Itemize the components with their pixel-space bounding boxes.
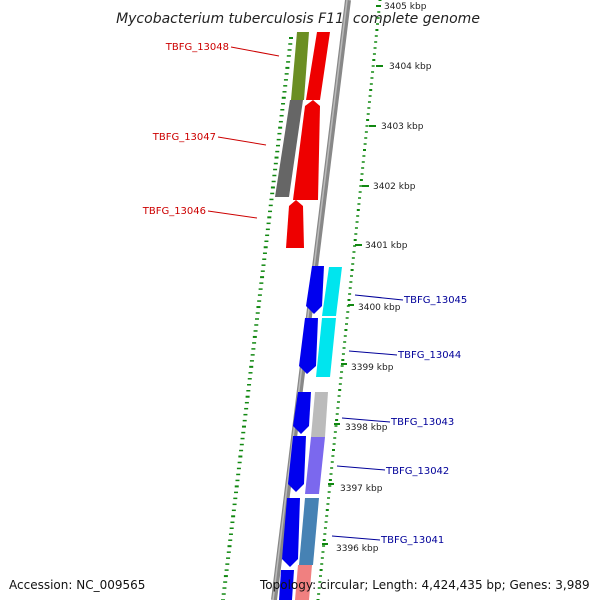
leader-line-TBFG_13048 bbox=[230, 46, 280, 57]
feature-cyan-2 bbox=[316, 318, 336, 377]
feature-olive bbox=[291, 32, 309, 100]
scale-label-3402: 3402 kbp bbox=[373, 182, 416, 192]
scale-label-3400: 3400 kbp bbox=[358, 303, 401, 313]
gene-arrow-TBFG_13041 bbox=[282, 498, 300, 567]
gene-label-TBFG_13045[interactable]: TBFG_13045 bbox=[403, 295, 467, 306]
feature-lightgray bbox=[311, 392, 328, 437]
scale-label-3399: 3399 kbp bbox=[351, 363, 394, 373]
left-tick-ruler bbox=[221, 37, 293, 600]
gene-label-TBFG_13046[interactable]: TBFG_13046 bbox=[142, 206, 206, 217]
scale-labels: 3405 kbp 3404 kbp 3403 kbp 3402 kbp 3401… bbox=[322, 2, 432, 554]
gene-label-TBFG_13048[interactable]: TBFG_13048 bbox=[165, 42, 229, 53]
gene-arrow-bottom bbox=[279, 570, 294, 600]
leader-line-TBFG_13044 bbox=[348, 350, 398, 356]
gene-label-TBFG_13041[interactable]: TBFG_13041 bbox=[380, 535, 444, 546]
right-tick-ruler bbox=[316, 0, 382, 600]
gene-label-TBFG_13047[interactable]: TBFG_13047 bbox=[152, 132, 216, 143]
scale-label-3403: 3403 kbp bbox=[381, 122, 424, 132]
red-gene-arrows bbox=[286, 32, 330, 248]
feature-track-outer bbox=[275, 32, 309, 197]
feature-steelblue bbox=[299, 498, 319, 565]
feature-pink bbox=[295, 565, 312, 600]
leader-line-TBFG_13041 bbox=[331, 535, 381, 541]
scale-label-3404: 3404 kbp bbox=[389, 62, 432, 72]
scale-label-3397: 3397 kbp bbox=[340, 484, 383, 494]
gene-arrow-TBFG_13044 bbox=[299, 318, 318, 374]
scale-label-3398: 3398 kbp bbox=[345, 423, 388, 433]
map-title: Mycobacterium tuberculosis F11, complete… bbox=[116, 11, 480, 27]
scale-label-3401: 3401 kbp bbox=[365, 241, 408, 251]
blue-gene-arrows bbox=[279, 266, 324, 600]
gene-label-TBFG_13043[interactable]: TBFG_13043 bbox=[390, 417, 454, 428]
topology-summary: Topology: circular; Length: 4,424,435 bp… bbox=[260, 578, 590, 592]
gene-arrow-TBFG_13048 bbox=[306, 32, 330, 100]
scale-label-3396: 3396 kbp bbox=[336, 544, 379, 554]
feature-cyan-1 bbox=[322, 267, 342, 316]
leader-line-TBFG_13045 bbox=[354, 294, 404, 301]
feature-track-inner bbox=[295, 267, 342, 600]
gene-label-TBFG_13042[interactable]: TBFG_13042 bbox=[385, 466, 449, 477]
leader-line-TBFG_13043 bbox=[341, 417, 391, 423]
leader-line-TBFG_13046 bbox=[207, 210, 258, 219]
gene-label-TBFG_13044[interactable]: TBFG_13044 bbox=[397, 350, 461, 361]
leader-line-TBFG_13042 bbox=[336, 465, 386, 471]
leader-line-TBFG_13047 bbox=[217, 136, 267, 146]
gene-arrow-TBFG_13042 bbox=[288, 436, 306, 492]
gene-arrow-TBFG_13047 bbox=[293, 100, 320, 200]
gene-arrow-TBFG_13046 bbox=[286, 200, 304, 248]
gene-labels: TBFG_13048 TBFG_13047 TBFG_13046 TBFG_13… bbox=[142, 42, 468, 546]
accession-label: Accession: NC_009565 bbox=[9, 578, 146, 592]
gene-arrow-TBFG_13045 bbox=[306, 266, 324, 314]
gene-arrow-TBFG_13043 bbox=[293, 392, 311, 434]
feature-gray bbox=[275, 100, 303, 197]
feature-slateblue bbox=[305, 437, 325, 494]
scale-label-3405: 3405 kbp bbox=[384, 2, 427, 12]
